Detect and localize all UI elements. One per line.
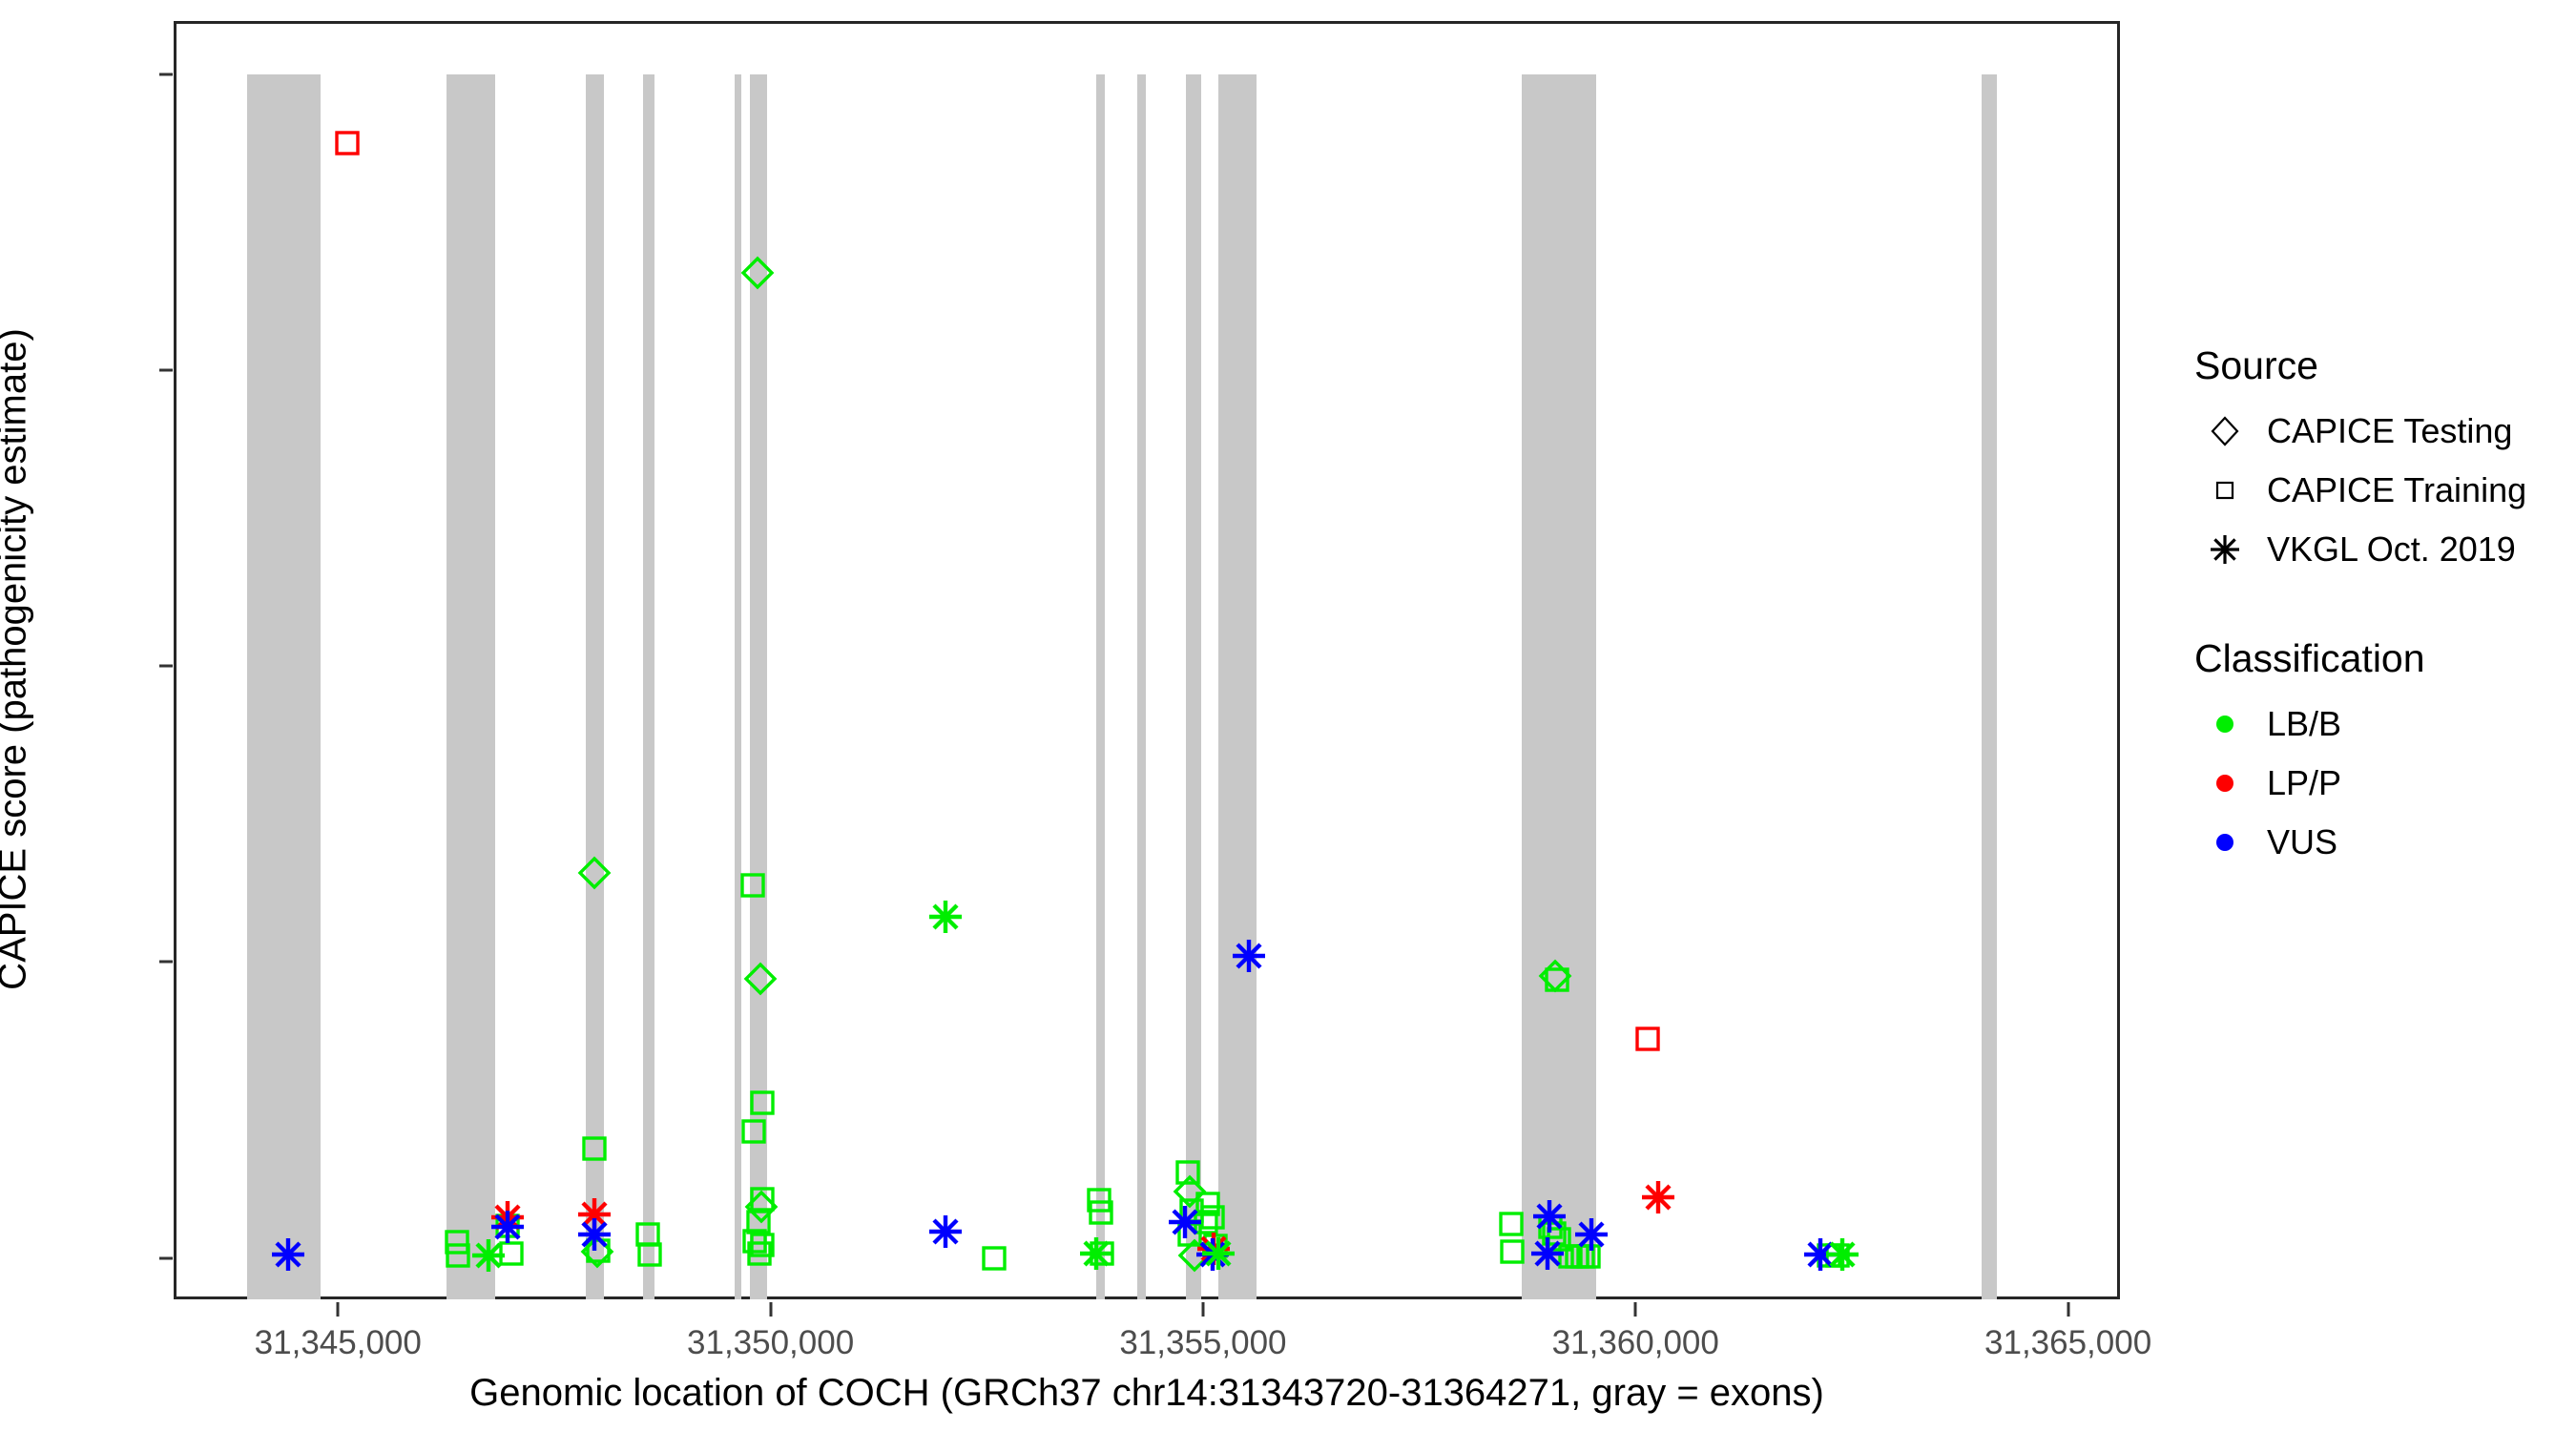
y-tick-mark — [159, 1256, 173, 1260]
x-tick-label: 31,360,000 — [1551, 1324, 1719, 1361]
data-point — [1490, 1203, 1532, 1245]
legend-label-lpp: LP/P — [2267, 763, 2342, 802]
data-point — [737, 252, 779, 294]
x-tick-mark — [1633, 1302, 1637, 1317]
legend-item-lbb[interactable]: LB/B — [2194, 695, 2566, 754]
data-point — [326, 122, 368, 164]
exon-band — [1981, 73, 1998, 1299]
legend-label-capice-training: CAPICE Training — [2267, 470, 2527, 509]
data-point — [1821, 1234, 1863, 1275]
legend-item-capice-testing[interactable]: CAPICE Testing — [2194, 402, 2566, 461]
y-tick-mark — [159, 368, 173, 372]
legend-item-vkgl[interactable]: VKGL Oct. 2019 — [2194, 520, 2566, 579]
x-tick-mark — [1201, 1302, 1205, 1317]
legend-item-capice-training[interactable]: CAPICE Training — [2194, 461, 2566, 520]
data-point — [741, 1082, 783, 1124]
data-point — [1167, 1151, 1209, 1193]
legend-title-source: Source — [2194, 343, 2318, 387]
circle-icon-vus — [2194, 823, 2255, 861]
legend-label-lbb: LB/B — [2267, 704, 2342, 743]
data-point — [1528, 1195, 1570, 1237]
exon-band — [1521, 73, 1596, 1299]
exon-band — [1218, 73, 1257, 1299]
legend-label-vus: VUS — [2267, 822, 2338, 861]
x-tick-mark — [2067, 1302, 2070, 1317]
data-point — [1491, 1231, 1533, 1273]
y-tick-mark — [159, 73, 173, 76]
x-tick-label: 31,355,000 — [1119, 1324, 1287, 1361]
data-point — [1197, 1233, 1239, 1275]
asterisk-icon — [2194, 530, 2255, 569]
data-point — [1527, 1233, 1568, 1275]
exon-band — [247, 73, 322, 1299]
data-point — [924, 1211, 966, 1253]
data-point — [573, 1213, 615, 1255]
data-point — [733, 1110, 775, 1152]
data-point — [1627, 1018, 1669, 1060]
x-tick-label: 31,350,000 — [687, 1324, 855, 1361]
legend-label-vkgl: VKGL Oct. 2019 — [2267, 529, 2516, 569]
exon-band — [586, 73, 604, 1299]
data-point — [573, 1128, 615, 1170]
circle-icon-lbb — [2194, 705, 2255, 743]
data-point — [436, 1221, 478, 1263]
data-point — [973, 1237, 1015, 1279]
legend: Source CAPICE Testing CAPICE Training — [2194, 343, 2566, 929]
data-point — [739, 958, 781, 1000]
data-point — [437, 1234, 479, 1276]
data-point — [490, 1233, 532, 1275]
exon-band — [749, 73, 767, 1299]
data-point — [467, 1234, 509, 1276]
data-point — [738, 1233, 780, 1275]
exon-band — [734, 73, 741, 1299]
legend-item-vus[interactable]: VUS — [2194, 813, 2566, 872]
x-tick-label: 31,365,000 — [1984, 1324, 2152, 1361]
data-point — [1536, 959, 1578, 1001]
diamond-icon — [2194, 412, 2255, 450]
legend-title-classification: Classification — [2194, 636, 2425, 680]
data-point — [1568, 1235, 1610, 1277]
data-point — [1187, 1183, 1229, 1225]
x-tick-mark — [769, 1302, 773, 1317]
y-tick-mark — [159, 960, 173, 964]
data-point — [1228, 935, 1270, 977]
exon-band — [1185, 73, 1202, 1299]
data-point — [1075, 1233, 1117, 1275]
data-point — [1570, 1213, 1612, 1255]
data-point — [629, 1234, 671, 1275]
data-point — [1637, 1176, 1679, 1218]
data-point — [487, 1206, 529, 1248]
exon-band — [1137, 73, 1147, 1299]
circle-icon-lpp — [2194, 764, 2255, 802]
legend-label-capice-testing: CAPICE Testing — [2267, 411, 2513, 450]
y-tick-mark — [159, 664, 173, 668]
data-point — [1078, 1179, 1120, 1221]
data-point — [732, 864, 774, 906]
exon-band — [1095, 73, 1105, 1299]
data-point — [1169, 1171, 1211, 1213]
x-axis-title: Genomic location of COCH (GRCh37 chr14:3… — [469, 1372, 1824, 1414]
exon-band — [643, 73, 655, 1299]
exon-band — [446, 73, 496, 1299]
data-point — [1080, 1192, 1122, 1234]
x-tick-mark — [336, 1302, 340, 1317]
data-point — [741, 1178, 783, 1220]
data-point — [924, 896, 966, 938]
plot-panel-border — [174, 21, 2120, 1299]
legend-group-source: Source CAPICE Testing CAPICE Training — [2194, 343, 2566, 579]
data-point — [267, 1234, 309, 1275]
y-axis-title: CAPICE score (pathogenicity estimate) — [0, 328, 34, 990]
data-point — [1192, 1196, 1234, 1238]
data-point — [573, 852, 615, 894]
plot-panel-wrapper — [174, 21, 2120, 1299]
square-icon — [2194, 471, 2255, 509]
data-point — [1164, 1201, 1206, 1243]
x-tick-label: 31,345,000 — [254, 1324, 422, 1361]
legend-group-classification: Classification LB/B LP/P VUS — [2194, 636, 2566, 872]
plot-area — [174, 21, 2120, 1299]
data-point — [741, 1224, 783, 1266]
legend-item-lpp[interactable]: LP/P — [2194, 754, 2566, 813]
data-point — [573, 1193, 615, 1235]
